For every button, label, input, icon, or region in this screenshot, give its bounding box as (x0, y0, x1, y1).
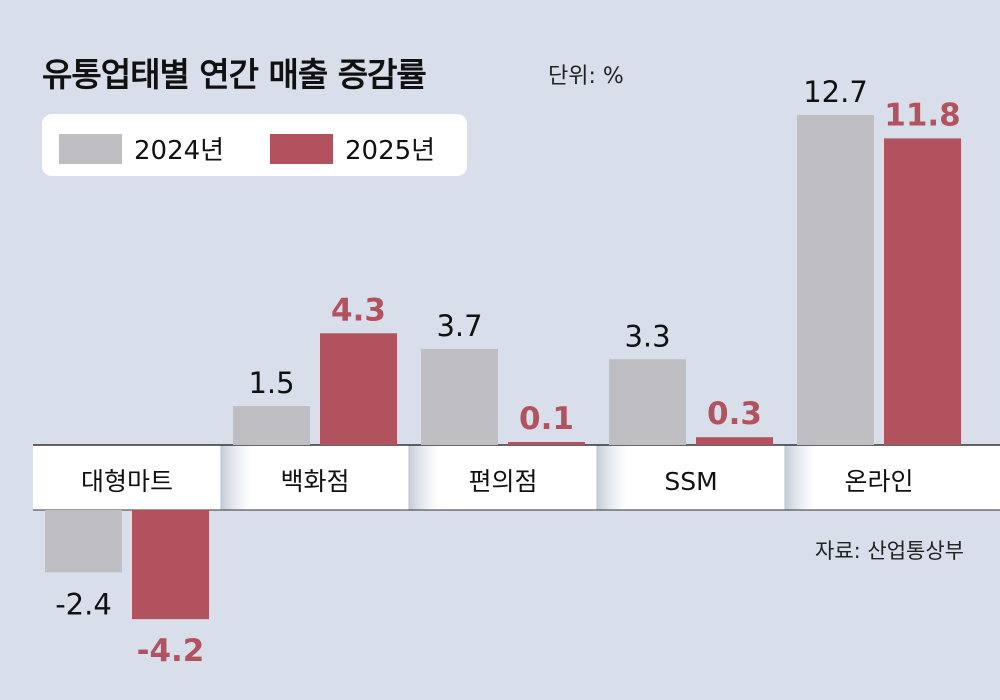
category-label: 백화점 (280, 467, 349, 496)
category-separator-shade (597, 445, 627, 510)
legend-swatch-2024 (59, 133, 122, 164)
legend-label-2024: 2024년 (134, 136, 225, 166)
data-label-2024: -2.4 (55, 587, 112, 621)
bar-2024 (233, 406, 310, 445)
data-label-2025: 0.3 (707, 396, 762, 432)
category-label: 편의점 (468, 467, 537, 496)
unit-label: 단위: % (548, 64, 624, 89)
data-label-2024: 3.7 (436, 309, 482, 343)
category-label: 대형마트 (81, 467, 173, 496)
data-label-2024: 12.7 (803, 75, 868, 109)
bar-2025 (132, 510, 209, 620)
data-label-2025: 4.3 (331, 292, 386, 328)
bar-2025 (696, 437, 773, 445)
data-label-2025: -4.2 (137, 633, 205, 669)
data-label-2025: 0.1 (519, 401, 574, 437)
bar-2024 (797, 115, 874, 445)
category-label: 온라인 (844, 467, 913, 496)
bar-2025 (320, 333, 397, 445)
bar-2024 (609, 359, 686, 445)
chart-title: 유통업태별 연간 매출 증감률 (42, 55, 427, 94)
legend: 2024년 2025년 (42, 114, 467, 176)
data-label-2024: 3.3 (624, 319, 670, 353)
data-label-2024: 1.5 (248, 366, 294, 400)
bar-2025 (508, 442, 585, 445)
legend-item-2024: 2024년 (59, 130, 224, 167)
category-separator-shade (785, 445, 815, 510)
bar-2024 (45, 510, 122, 573)
category-separator-shade (409, 445, 439, 510)
legend-label-2025: 2025년 (345, 136, 436, 166)
source-note: 자료: 산업통상부 (815, 539, 964, 563)
category-band (33, 445, 1000, 510)
legend-item-2025: 2025년 (270, 130, 435, 167)
category-separator-shade (221, 445, 251, 510)
data-label-2025: 11.8 (884, 97, 961, 133)
legend-swatch-2025 (270, 133, 333, 164)
bar-2024 (421, 348, 498, 445)
category-label: SSM (664, 467, 717, 496)
bar-2025 (884, 138, 961, 445)
